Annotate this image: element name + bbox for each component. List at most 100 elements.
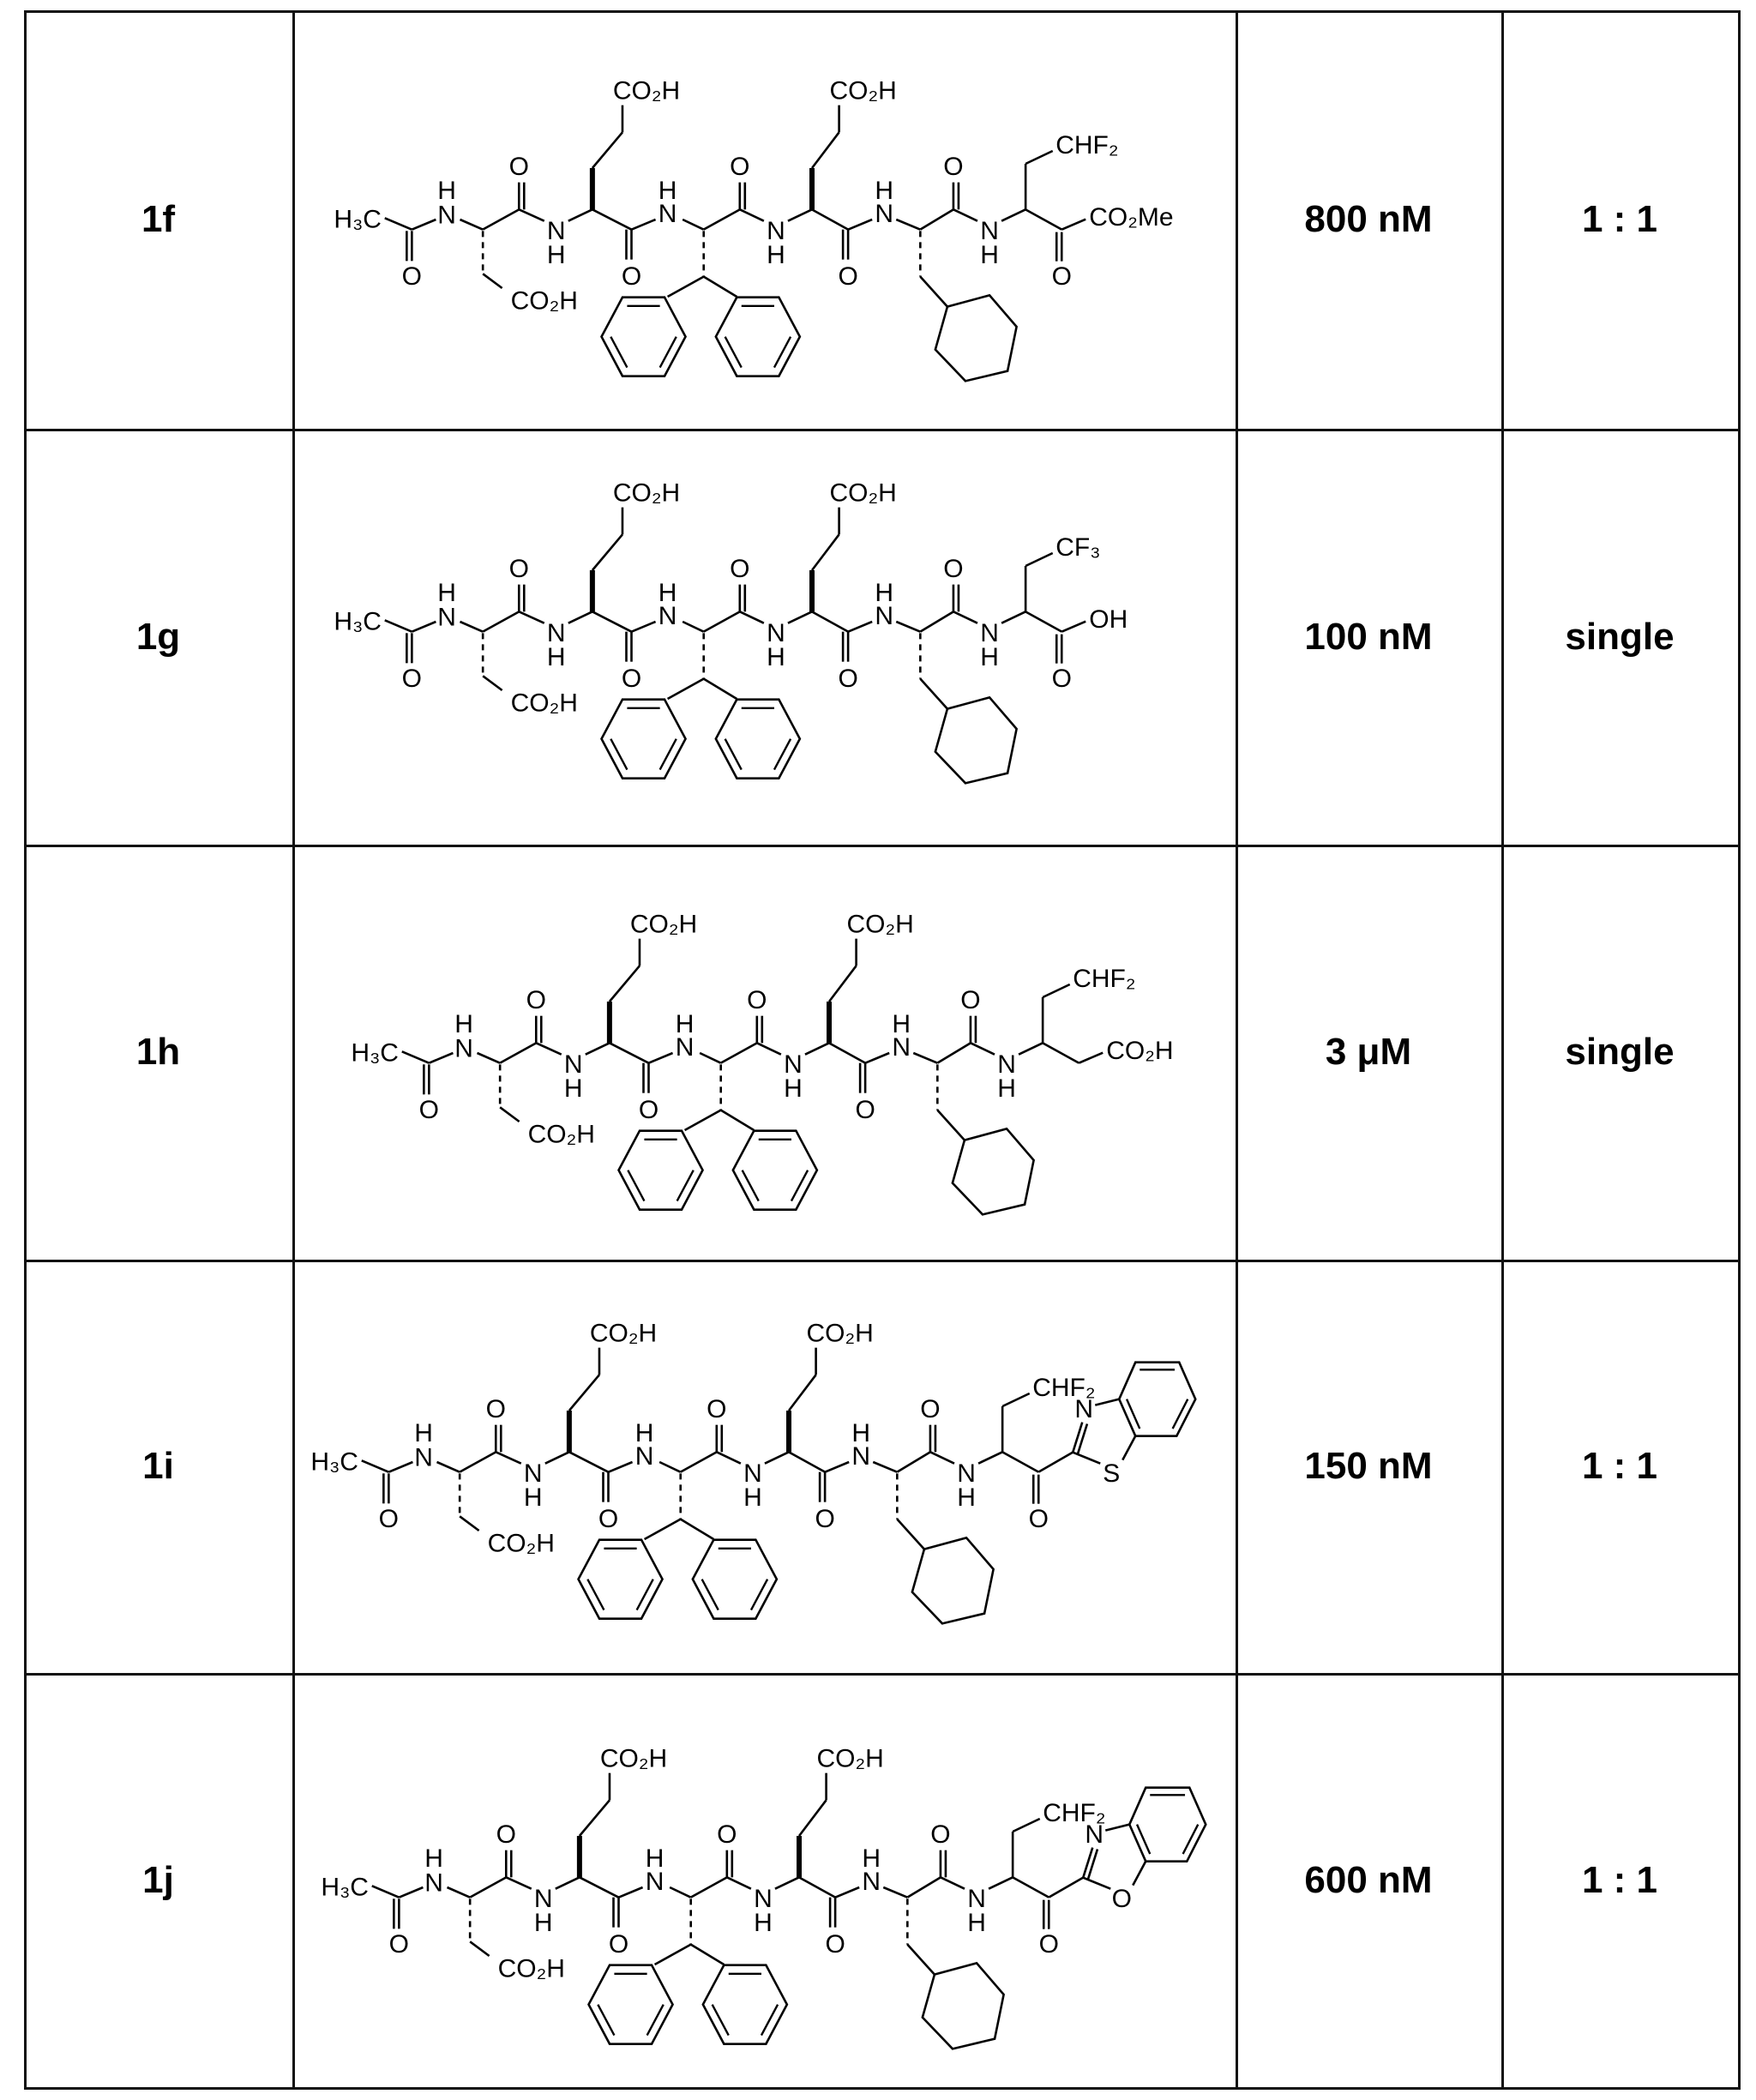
bond	[740, 611, 764, 623]
atom-label: CO₂H	[830, 479, 897, 508]
atom-label: H	[564, 1074, 583, 1103]
aromatic-bond	[587, 1580, 604, 1610]
atom-label: H	[851, 1419, 870, 1447]
bond	[1002, 1393, 1030, 1406]
atom-label: CO₂H	[498, 1955, 565, 1983]
chemical-structure-1f: H₃CONHCO₂HONHCO₂HONHONHCO₂HONHONHCHF₂OCO…	[292, 48, 1235, 408]
bond	[556, 1877, 580, 1888]
atom-label: CO₂H	[817, 1745, 884, 1773]
bond	[645, 1519, 681, 1539]
bond	[691, 1877, 727, 1897]
aromatic-bond	[628, 1170, 644, 1201]
aromatic-bond	[1137, 1825, 1150, 1854]
bond	[447, 1887, 470, 1898]
bond	[681, 1519, 714, 1539]
bond	[727, 1877, 751, 1888]
bond	[470, 1877, 506, 1897]
bond	[483, 274, 502, 288]
bond	[941, 1877, 965, 1888]
chemical-structure-1i: H₃CONHCO₂HONHCO₂HONHONHCO₂HONHONHCHF₂ONS	[268, 1291, 1212, 1651]
bond	[691, 1945, 725, 1965]
bond	[700, 1053, 721, 1063]
atom-label: H	[767, 241, 785, 269]
bond	[971, 1043, 995, 1054]
compound-id: 1f	[24, 10, 292, 429]
aromatic-bond	[725, 337, 742, 368]
atom-label: CO₂H	[590, 1320, 657, 1348]
aromatic-bond	[774, 739, 791, 770]
atom-label: N	[454, 1035, 473, 1063]
aromatic-bond	[725, 739, 742, 770]
bond	[897, 1452, 930, 1471]
atom-label: O	[930, 1820, 950, 1849]
potency-value: 600 nM	[1236, 1673, 1501, 2087]
bond	[740, 209, 764, 220]
bond	[477, 1053, 500, 1063]
bond	[372, 1886, 400, 1897]
phenyl-ring	[619, 1131, 703, 1210]
atom-label: H	[676, 1010, 695, 1038]
phenyl-ring	[703, 1965, 787, 2044]
compound-id: 1h	[24, 845, 292, 1260]
bond	[812, 534, 839, 570]
atom-label: O	[622, 665, 641, 693]
atom-label: O	[609, 1930, 628, 1959]
bond	[460, 1452, 496, 1471]
bond	[829, 1043, 865, 1062]
bond	[1025, 209, 1061, 229]
atom-label: O	[1052, 262, 1072, 291]
bond	[569, 1375, 599, 1411]
atom-label: CO₂H	[528, 1121, 595, 1149]
atom-label: O	[838, 262, 857, 291]
isomer-ratio: single	[1501, 845, 1738, 1260]
atom-label: CO₂H	[613, 77, 680, 105]
bond	[1001, 611, 1025, 623]
bond	[1095, 1399, 1119, 1405]
atom-label: CO₂H	[630, 911, 697, 939]
bond	[1019, 1043, 1043, 1054]
phenyl-ring	[716, 700, 800, 779]
aromatic-bond	[751, 1580, 767, 1610]
bond	[506, 1877, 531, 1888]
atom-label: CO₂H	[511, 689, 578, 718]
cyclohexyl-ring	[935, 295, 1017, 381]
potency-value: 800 nM	[1236, 10, 1501, 429]
chemical-structure-1j: H₃CONHCO₂HONHCO₂HONHONHCO₂HONHONHCHF₂ONO	[279, 1716, 1222, 2076]
cyclohexyl-ring	[912, 1537, 994, 1623]
bond	[789, 1375, 816, 1411]
atom-label: H	[875, 579, 893, 607]
atom-label: H	[437, 177, 456, 205]
bond	[1079, 1053, 1103, 1063]
bond	[825, 1462, 849, 1472]
bond	[789, 1452, 825, 1471]
bond	[668, 277, 704, 297]
bond	[500, 1107, 519, 1122]
bond	[460, 220, 483, 230]
atom-label: H	[997, 1074, 1016, 1103]
potency-value: 100 nM	[1236, 429, 1501, 845]
side-chain-label: CHF₂	[1055, 131, 1118, 159]
bond	[580, 1877, 619, 1897]
aromatic-bond	[743, 1170, 759, 1201]
atom-label: H₃C	[334, 608, 382, 636]
heteroatom-label: N	[1085, 1820, 1104, 1849]
atom-label: H	[547, 643, 566, 671]
bond	[1043, 1043, 1079, 1062]
bond	[989, 1877, 1013, 1888]
aromatic-bond	[647, 2005, 664, 2036]
aromatic-bond	[637, 1580, 653, 1610]
bond	[568, 611, 592, 623]
bond	[920, 277, 947, 307]
bond	[1013, 1877, 1049, 1897]
bond	[1038, 1453, 1073, 1472]
aromatic-bond	[677, 1170, 694, 1201]
bond	[412, 622, 436, 632]
bond	[721, 1043, 757, 1062]
atom-label: O	[509, 153, 529, 181]
atom-label: O	[1039, 1930, 1059, 1959]
row-divider	[24, 2087, 1741, 2090]
benzo-ring	[1129, 1788, 1206, 1862]
atom-label: CO₂H	[807, 1320, 874, 1348]
atom-label: O	[509, 555, 529, 583]
aromatic-bond	[660, 739, 677, 770]
